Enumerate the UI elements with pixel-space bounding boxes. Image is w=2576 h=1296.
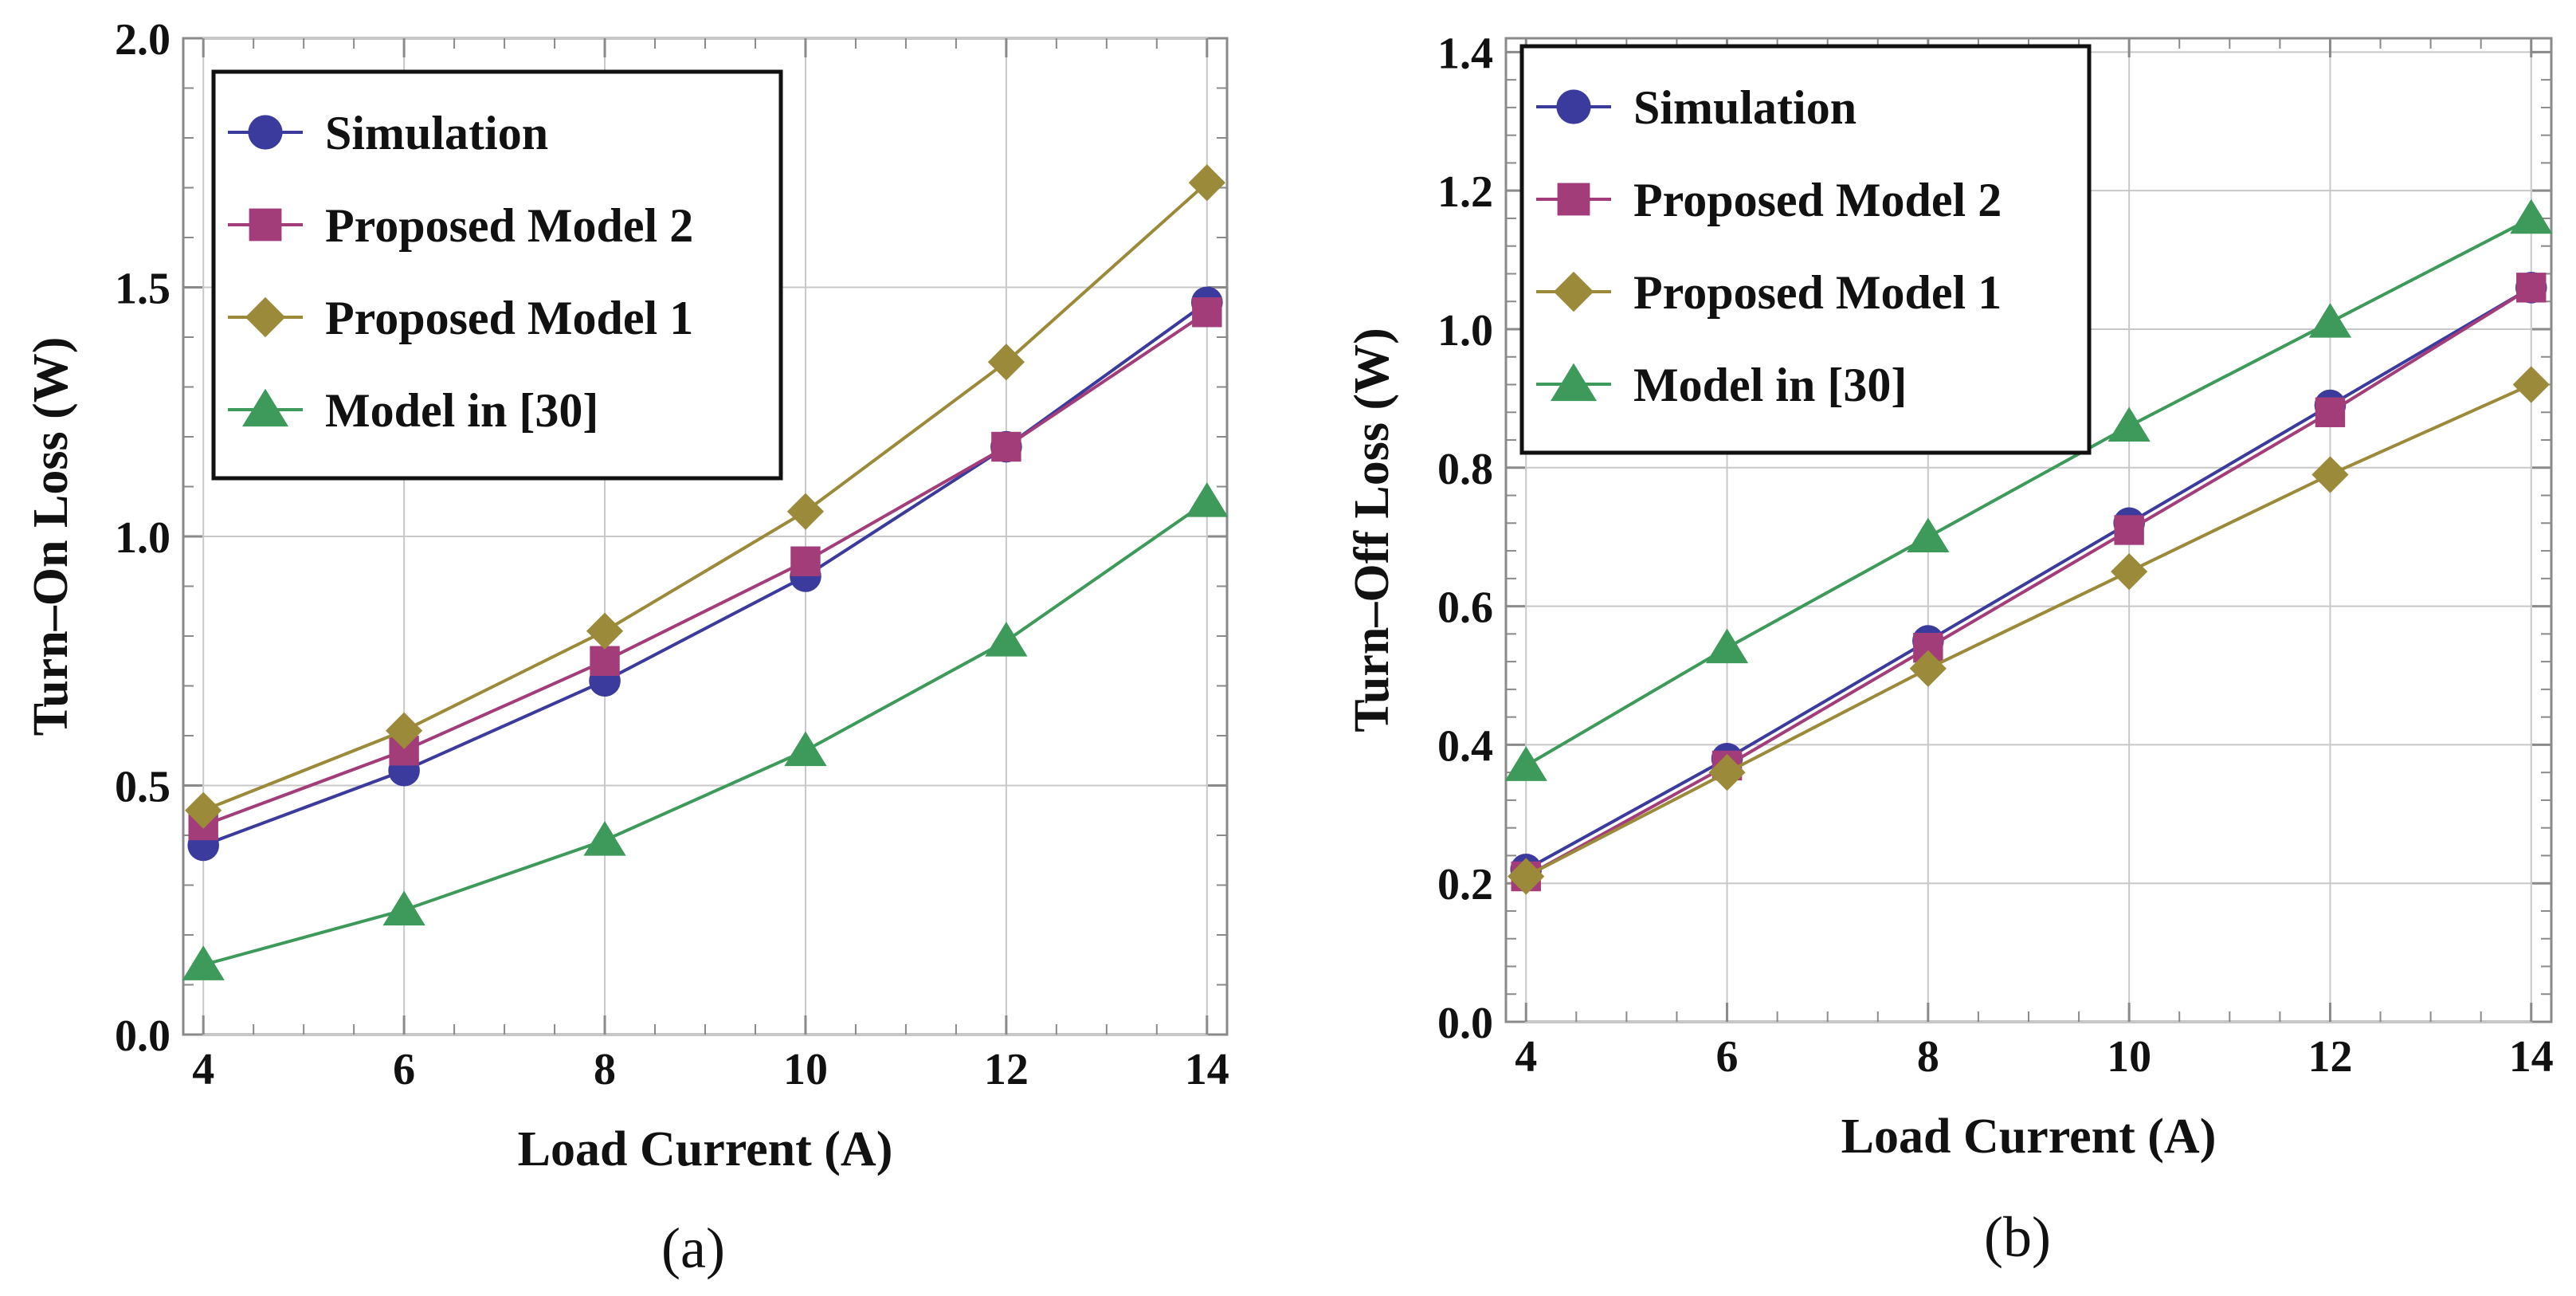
y-tick-label: 0.6 xyxy=(1437,583,1493,633)
x-tick-label: 10 xyxy=(2107,1032,2151,1082)
data-point xyxy=(182,945,225,980)
legend-marker xyxy=(249,208,282,242)
data-point xyxy=(1705,628,1749,664)
data-point xyxy=(790,546,821,576)
axis-ticks xyxy=(183,37,1227,1036)
y-tick-label: 0.4 xyxy=(1437,721,1493,771)
x-tick-label: 6 xyxy=(1716,1032,1739,1082)
panel-label: (a) xyxy=(661,1216,725,1280)
panel-label: (b) xyxy=(1984,1205,2051,1269)
legend-label: Proposed Model 1 xyxy=(325,292,693,344)
legend-label: Model in [30] xyxy=(325,384,598,437)
y-tick-label: 0.0 xyxy=(115,1011,171,1061)
legend-marker xyxy=(1557,183,1590,216)
legend-label: Proposed Model 1 xyxy=(1633,266,2002,319)
series-model-in-30- xyxy=(1504,198,2553,781)
data-point xyxy=(583,821,626,856)
legend-label: Model in [30] xyxy=(1633,359,1907,411)
legend-marker xyxy=(1553,271,1594,312)
legend-box xyxy=(211,69,783,481)
data-point xyxy=(1186,482,1229,517)
x-tick-label: 12 xyxy=(2307,1032,2352,1082)
x-tick-label: 4 xyxy=(192,1045,214,1094)
y-tick-label: 0.2 xyxy=(1437,860,1493,909)
data-point xyxy=(2512,366,2550,403)
y-axis-label: Turn–Off Loss (W) xyxy=(1345,328,1399,732)
series-line xyxy=(202,500,1208,967)
series-line xyxy=(202,311,1208,827)
data-point xyxy=(185,791,222,829)
series-line xyxy=(1525,286,2532,878)
chart-panel-1: 4 6 8 10 12 14 0.0 0.5 1.0 1.5 2.0 Simulation Propos… xyxy=(24,15,1229,1280)
data-point xyxy=(2510,198,2553,234)
y-tick-label: 2.0 xyxy=(115,15,171,65)
legend: Simulation Proposed Model 2 Proposed Model… xyxy=(1519,44,2092,455)
y-tick-label: 1.0 xyxy=(115,513,171,563)
data-point xyxy=(987,344,1025,381)
legend-marker xyxy=(245,297,286,338)
data-point xyxy=(991,431,1021,462)
data-point xyxy=(1907,517,1950,553)
x-tick-label: 14 xyxy=(1185,1045,1229,1094)
series-line xyxy=(1525,383,2532,878)
data-point xyxy=(2114,515,2144,545)
series-line xyxy=(1525,217,2532,768)
y-tick-label: 1.0 xyxy=(1437,306,1493,355)
data-point xyxy=(786,493,825,530)
legend-box xyxy=(1519,44,2092,455)
x-tick-label: 6 xyxy=(393,1045,415,1094)
data-point xyxy=(1504,746,1547,781)
x-tick-label: 12 xyxy=(984,1045,1029,1094)
legend-label: Simulation xyxy=(325,107,548,159)
axis-ticks xyxy=(1506,38,2551,1023)
data-point xyxy=(1188,164,1225,202)
legend-label: Simulation xyxy=(1633,81,1857,134)
data-point xyxy=(586,612,624,650)
data-point xyxy=(1708,754,1746,791)
data-point xyxy=(2308,303,2352,338)
legend-marker xyxy=(1550,363,1598,402)
series-proposed-model-2 xyxy=(188,297,1222,841)
legend-marker xyxy=(241,388,289,427)
y-tick-label: 0.8 xyxy=(1437,445,1493,494)
x-axis-label: Load Current (A) xyxy=(518,1122,893,1176)
series-proposed-model-1 xyxy=(185,164,1225,829)
y-tick-label: 1.5 xyxy=(115,265,171,314)
data-point xyxy=(386,712,423,749)
legend-marker xyxy=(1556,89,1591,124)
series-line xyxy=(1525,286,2532,871)
data-point xyxy=(1192,297,1222,328)
data-point xyxy=(590,646,620,676)
legend-label: Proposed Model 2 xyxy=(325,199,693,252)
series-line xyxy=(202,181,1209,812)
legend-label: Proposed Model 2 xyxy=(1633,174,2002,226)
data-point xyxy=(382,890,425,926)
x-tick-label: 4 xyxy=(1515,1032,1537,1082)
legend: Simulation Proposed Model 2 Proposed Model… xyxy=(211,69,783,481)
data-point xyxy=(2516,273,2547,303)
x-tick-label: 14 xyxy=(2509,1032,2554,1082)
y-tick-label: 0.0 xyxy=(1437,999,1493,1048)
y-tick-label: 1.2 xyxy=(1437,167,1493,217)
data-point xyxy=(1508,858,1545,895)
data-point xyxy=(2311,456,2349,493)
x-tick-label: 8 xyxy=(594,1045,616,1094)
y-tick-label: 1.4 xyxy=(1437,29,1493,78)
y-tick-label: 0.5 xyxy=(115,763,171,812)
chart-panel-2: 4 6 8 10 12 14 0.0 0.2 0.4 0.6 0.8 1.0 1.2 1.4 Simulat… xyxy=(1345,29,2554,1269)
x-tick-label: 8 xyxy=(1917,1032,1939,1082)
data-point xyxy=(2315,397,2346,427)
series-model-in-30- xyxy=(182,482,1229,980)
data-point xyxy=(2111,553,2148,591)
data-point xyxy=(985,622,1028,657)
series-proposed-model-1 xyxy=(1508,366,2550,895)
legend-marker xyxy=(248,115,283,150)
data-point xyxy=(1909,650,1947,687)
data-point xyxy=(2107,406,2151,442)
x-tick-label: 10 xyxy=(783,1045,828,1094)
data-point xyxy=(784,731,827,767)
x-axis-label: Load Current (A) xyxy=(1841,1109,2217,1164)
y-axis-label: Turn–On Loss (W) xyxy=(24,337,78,736)
